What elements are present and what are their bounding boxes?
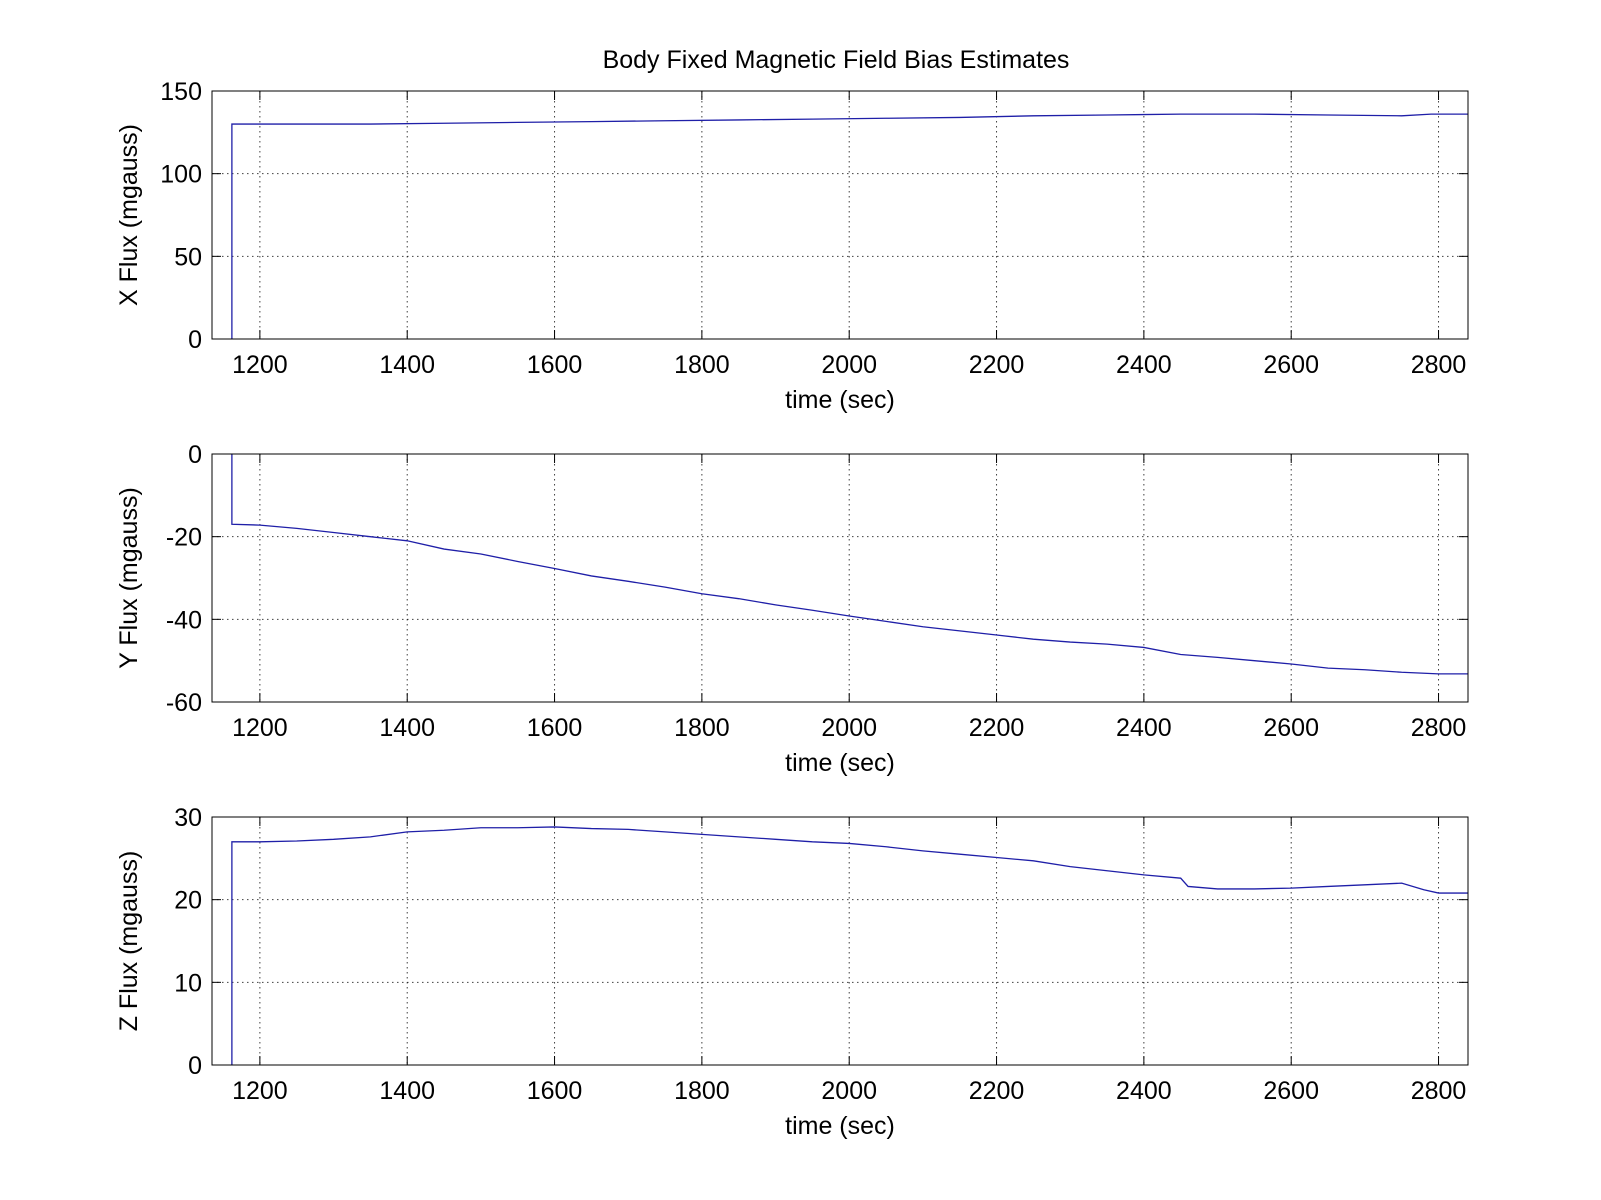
chart-title: Body Fixed Magnetic Field Bias Estimates: [603, 46, 1070, 74]
y-flux-y-axis-label: Y Flux (mgauss): [115, 487, 143, 669]
z-flux-x-tick-label: 1200: [232, 1077, 288, 1105]
x-flux-y-tick-label: 50: [174, 243, 202, 271]
x-flux-x-tick-label: 1400: [379, 351, 435, 379]
z-flux-x-tick-label: 2400: [1116, 1077, 1172, 1105]
x-flux-panel: 1200 1400 1600 1800 2000 2200 2400 2600 2800 0 50 1…: [115, 78, 1469, 414]
y-flux-x-tick-label: 1600: [527, 714, 583, 742]
x-flux-series-line: [231, 113, 1468, 339]
y-flux-x-tick-label: 2600: [1263, 714, 1319, 742]
x-flux-y-tick-label: 100: [160, 161, 202, 189]
y-flux-x-tick-label: 1400: [379, 714, 435, 742]
z-flux-x-axis-label: time (sec): [785, 1112, 895, 1140]
x-flux-x-tick-label: 1800: [674, 351, 730, 379]
z-flux-x-tick-label: 1400: [379, 1077, 435, 1105]
y-flux-y-tick-label: -60: [166, 689, 202, 717]
z-flux-x-tick-label: 1800: [674, 1077, 730, 1105]
y-flux-y-tick-label: -40: [166, 606, 202, 634]
y-flux-y-tick-label: 0: [188, 441, 202, 469]
y-flux-y-tick-label: -20: [166, 524, 202, 552]
y-flux-panel: 1200 1400 1600 1800 2000 2200 2400 2600 2800 -60 -…: [115, 441, 1469, 777]
z-flux-axes-box: [211, 816, 1469, 1066]
y-flux-x-tick-label: 1200: [232, 714, 288, 742]
x-flux-y-tick-label: 0: [188, 326, 202, 354]
y-flux-x-tick-label: 2800: [1411, 714, 1467, 742]
z-flux-y-tick-label: 0: [188, 1052, 202, 1080]
x-flux-x-tick-label: 1200: [232, 351, 288, 379]
z-flux-y-axis-label: Z Flux (mgauss): [115, 851, 143, 1032]
y-flux-series-line: [231, 454, 1468, 675]
z-flux-panel: 1200 1400 1600 1800 2000 2200 2400 2600 2800 0 10 2…: [115, 804, 1469, 1140]
y-flux-x-axis-label: time (sec): [785, 749, 895, 777]
z-flux-y-tick-label: 30: [174, 804, 202, 832]
x-flux-x-axis-label: time (sec): [785, 386, 895, 414]
y-flux-x-tick-label: 2200: [969, 714, 1025, 742]
x-flux-x-tick-label: 2800: [1411, 351, 1467, 379]
x-flux-x-tick-label: 2400: [1116, 351, 1172, 379]
z-flux-y-tick-label: 20: [174, 887, 202, 915]
y-flux-x-tick-label: 2000: [821, 714, 877, 742]
z-flux-x-tick-label: 2600: [1263, 1077, 1319, 1105]
x-flux-y-axis-label: X Flux (mgauss): [115, 124, 143, 306]
z-flux-series-line: [231, 826, 1468, 1065]
z-flux-x-tick-label: 2200: [969, 1077, 1025, 1105]
y-flux-axes-box: [211, 453, 1469, 703]
z-flux-x-tick-label: 2800: [1411, 1077, 1467, 1105]
y-flux-x-tick-label: 2400: [1116, 714, 1172, 742]
x-flux-y-tick-label: 150: [160, 78, 202, 106]
x-flux-x-tick-label: 2200: [969, 351, 1025, 379]
y-flux-x-tick-label: 1800: [674, 714, 730, 742]
z-flux-x-tick-label: 2000: [821, 1077, 877, 1105]
x-flux-x-tick-label: 2000: [821, 351, 877, 379]
x-flux-x-tick-label: 1600: [527, 351, 583, 379]
z-flux-x-tick-label: 1600: [527, 1077, 583, 1105]
x-flux-axes-box: [211, 90, 1469, 340]
z-flux-y-tick-label: 10: [174, 969, 202, 997]
x-flux-x-tick-label: 2600: [1263, 351, 1319, 379]
